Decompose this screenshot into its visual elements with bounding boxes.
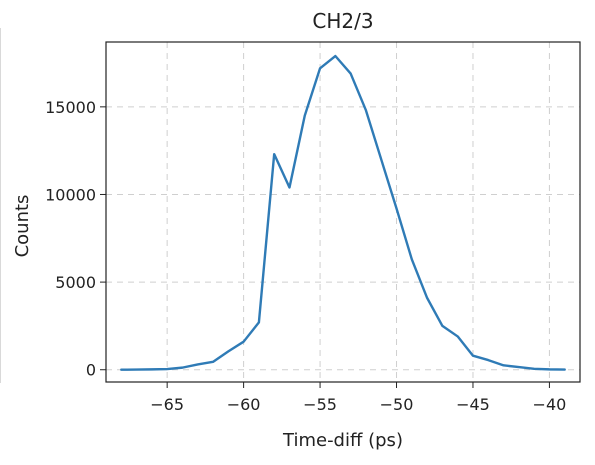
x-tick-label: −60 — [227, 395, 261, 414]
plot-frame — [105, 41, 581, 383]
x-tick-label: −50 — [380, 395, 414, 414]
x-axis-label: Time-diff (ps) — [282, 430, 403, 451]
y-tick-label: 10000 — [45, 185, 96, 204]
x-tick-label: −40 — [533, 395, 567, 414]
y-tick-label: 5000 — [55, 273, 96, 292]
series-line — [120, 54, 566, 371]
x-tick-label: −55 — [303, 395, 337, 414]
left-divider — [0, 28, 1, 383]
plot-area — [106, 42, 580, 382]
y-tick-label: 15000 — [45, 98, 96, 117]
x-tick-label: −65 — [150, 395, 184, 414]
y-tick-label: 0 — [86, 361, 96, 380]
x-tick-label: −45 — [456, 395, 490, 414]
y-axis-label: Counts — [12, 195, 33, 258]
chart-title: CH2/3 — [312, 9, 373, 33]
